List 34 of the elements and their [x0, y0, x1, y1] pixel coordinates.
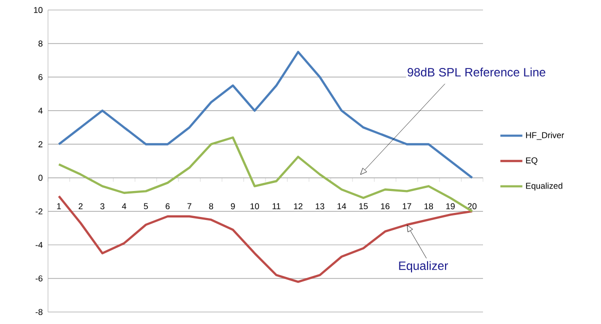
x-tick-label: 11	[272, 203, 280, 210]
legend-label: HF_Driver	[526, 132, 564, 140]
annotation: 98dB SPL Reference Line	[408, 68, 546, 76]
x-tick-label: 12	[294, 203, 302, 210]
legend-label: EQ	[526, 157, 538, 165]
y-tick-label: 2	[38, 141, 42, 148]
y-tick-label: -6	[36, 275, 42, 282]
x-tick-label: 15	[359, 203, 368, 210]
y-tick-label: -2	[36, 208, 42, 214]
x-tick-label: 5	[144, 203, 148, 210]
y-tick-label: -8	[36, 308, 42, 316]
x-tick-label: 8	[209, 203, 214, 210]
x-tick-label: 1	[57, 203, 61, 210]
x-tick-label: 18	[424, 203, 433, 210]
x-tick-label: 16	[381, 203, 390, 210]
x-tick-label: 3	[100, 203, 104, 210]
x-tick-label: 6	[166, 203, 170, 210]
legend-label: Equalized	[526, 182, 562, 191]
x-tick-label: 13	[316, 203, 324, 210]
x-tick-label: 2	[78, 203, 83, 210]
y-tick-label: 8	[38, 40, 42, 47]
x-tick-label: 14	[338, 203, 346, 210]
annotation: Equalizer	[399, 261, 448, 272]
y-tick-label: 0	[38, 174, 42, 181]
y-tick-label: 4	[38, 108, 43, 114]
y-tick-label: 6	[38, 74, 42, 80]
y-tick-label: -4	[36, 242, 43, 248]
x-tick-label: 9	[230, 203, 235, 210]
x-tick-label: 4	[122, 203, 126, 210]
x-tick-label: 17	[402, 203, 412, 210]
x-tick-label: 10	[250, 203, 260, 210]
x-tick-label: 7	[187, 203, 192, 210]
x-tick-label: 19	[446, 203, 455, 210]
y-tick-label: 10	[34, 6, 42, 14]
